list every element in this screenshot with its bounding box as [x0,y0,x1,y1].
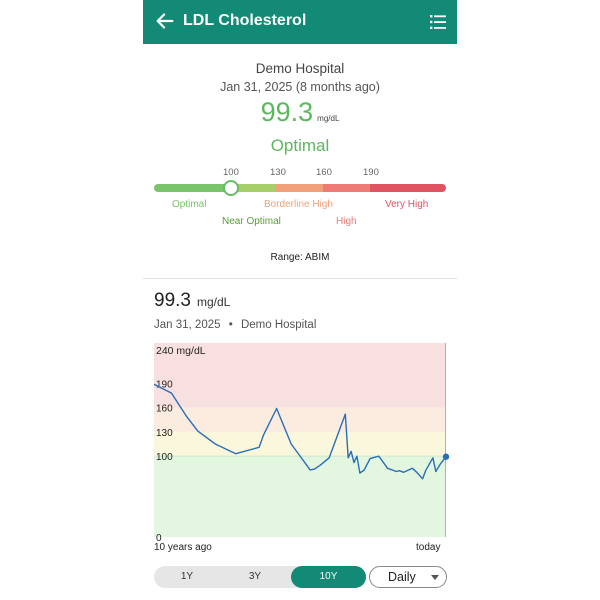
y-tick-label-160: 160 [156,404,173,415]
detail-unit: mg/dL [196,295,231,309]
period-10y-button[interactable]: 10Y [291,566,366,588]
range-label-very-high: Very High [385,199,429,210]
phone-screen: LDL Cholesterol Demo Hospital Jan 31, 20… [143,0,457,600]
chart-band-1 [154,431,446,457]
app-bar: LDL Cholesterol [143,0,457,44]
detail-value: 99.3 mg/dL [154,290,230,312]
y-top-label: 240 mg/dL [156,345,206,357]
result-value: 99.3 mg/dL [143,97,457,128]
range-label-borderline-high: Borderline High [264,199,333,210]
range-tick-190: 190 [363,167,379,178]
detail-number: 99.3 [154,290,191,311]
latest-point-marker [442,453,450,460]
range-segment-optimal [154,184,229,192]
ldl-history-chart[interactable]: 0 100 130 160 190 240 mg/dL [143,340,457,560]
range-tick-160: 160 [316,167,332,178]
result-number: 99.3 [260,97,314,127]
series-line-0 [153,383,447,480]
detail-date: Jan 31, 2025 [154,319,221,331]
y-tick-label-0: 0 [156,533,162,544]
range-segment-borderline-high [276,184,323,192]
chart-band-3 [154,343,446,408]
range-label-optimal: Optimal [172,199,207,210]
x-label-end: today [416,542,441,553]
hospital-name: Demo Hospital [255,61,345,76]
page-title: LDL Cholesterol [183,12,307,29]
range-segment-very-high [370,184,446,192]
list-icon[interactable] [430,13,446,31]
x-label-start: 10 years ago [154,542,212,553]
detail-subline: Jan 31, 2025 • Demo Hospital [154,319,316,331]
range-label-high: High [336,216,357,227]
range-label-near-optimal: Near Optimal [222,216,281,227]
chart-band-2 [154,407,446,432]
range-indicator [223,180,239,196]
result-unit: mg/dL [317,114,340,123]
range-tick-130: 130 [270,167,286,178]
chart-band-0 [154,456,446,537]
detail-separator: • [228,319,233,331]
y-tick-label-130: 130 [156,428,173,439]
range-segment-near-optimal [229,184,276,192]
period-selector: 1Y 3Y 10Y [154,566,366,588]
range-segment-high [323,184,370,192]
granularity-label: Daily [388,570,416,584]
y-tick-label-100: 100 [156,452,173,463]
range-source: Range: ABIM [270,252,330,263]
y-tick-label-190: 190 [156,379,173,390]
detail-hospital: Demo Hospital [240,319,317,331]
range-tick-100: 100 [223,167,239,178]
result-date: Jan 31, 2025 (8 months ago) [220,80,380,94]
period-1y-button[interactable]: 1Y [180,571,194,582]
arrow-left-icon[interactable] [154,10,176,32]
granularity-dropdown[interactable]: Daily [369,566,447,588]
period-3y-button[interactable]: 3Y [248,571,262,582]
caret-down-icon [431,575,439,580]
divider [143,278,457,279]
result-status: Optimal [270,136,330,155]
